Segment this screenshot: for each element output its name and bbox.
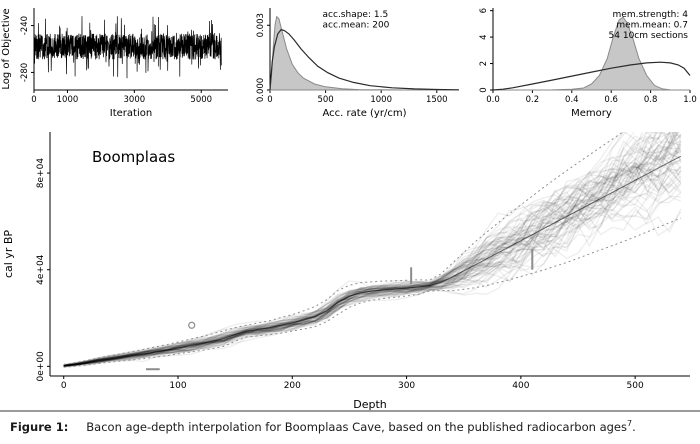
svg-text:6: 6: [479, 8, 489, 13]
svg-text:mem.mean: 0.7: mem.mean: 0.7: [616, 21, 688, 31]
svg-text:mem.strength: 4: mem.strength: 4: [613, 10, 689, 20]
svg-text:acc.mean: 200: acc.mean: 200: [323, 21, 390, 31]
svg-text:0.000: 0.000: [256, 78, 266, 102]
svg-text:100: 100: [169, 381, 186, 391]
diagnostic-panels: 0 1000 3000 5000 Iteration -280 -240 Log of Obj…: [0, 0, 700, 118]
svg-text:200: 200: [284, 381, 301, 391]
svg-text:500: 500: [317, 95, 333, 105]
svg-text:0.4: 0.4: [565, 95, 579, 105]
svg-text:0.003: 0.003: [256, 13, 266, 37]
figure-label: Figure 1:: [10, 419, 69, 434]
svg-text:0.2: 0.2: [526, 95, 540, 105]
svg-text:500: 500: [627, 381, 644, 391]
svg-text:Iteration: Iteration: [110, 108, 152, 118]
svg-text:Memory: Memory: [571, 108, 612, 118]
svg-text:0.6: 0.6: [604, 95, 618, 105]
svg-text:cal yr BP: cal yr BP: [2, 230, 15, 278]
svg-text:Acc. rate (yr/cm): Acc. rate (yr/cm): [323, 108, 407, 118]
svg-text:0: 0: [61, 381, 67, 391]
svg-text:1000: 1000: [57, 95, 79, 105]
svg-text:0.8: 0.8: [644, 95, 658, 105]
svg-text:0e+00: 0e+00: [36, 351, 46, 382]
svg-text:4: 4: [479, 34, 489, 39]
svg-text:8e+04: 8e+04: [36, 158, 46, 189]
svg-text:0: 0: [267, 95, 272, 105]
outlier-date-marker: [188, 321, 196, 329]
svg-text:Log of Objective: Log of Objective: [1, 8, 12, 89]
svg-text:54 10cm sections: 54 10cm sections: [609, 31, 689, 41]
svg-text:0: 0: [479, 87, 489, 92]
caption-text: Bacon age-depth interpolation for Boompl…: [86, 419, 636, 434]
svg-text:1.0: 1.0: [683, 95, 697, 105]
svg-text:acc.shape: 1.5: acc.shape: 1.5: [323, 10, 389, 20]
svg-text:400: 400: [512, 381, 529, 391]
svg-text:4e+04: 4e+04: [36, 254, 46, 285]
svg-text:1000: 1000: [370, 95, 392, 105]
caption-superscript: 7: [627, 419, 633, 428]
svg-text:0: 0: [31, 95, 36, 105]
figure-caption: Figure 1: Bacon age-depth interpolation f…: [0, 410, 700, 434]
age-depth-plot: 0 100 200 300 400 500 Depth 0e+00 4e+04 8e+04 cal …: [2, 132, 690, 410]
accumulation-rate-plot: 0 500 1000 1500 Acc. rate (yr/cm) 0.000 0.003 a…: [256, 8, 460, 118]
svg-text:-240: -240: [20, 16, 30, 35]
caption-period: .: [632, 419, 636, 434]
svg-text:5000: 5000: [190, 95, 212, 105]
age-depth-cloud: [63, 132, 682, 371]
memory-plot: 0.0 0.2 0.4 0.6 0.8 1.0 Memory 0 2 4 6 mem.strength…: [479, 8, 697, 118]
svg-text:Depth: Depth: [353, 398, 387, 410]
svg-text:2: 2: [479, 61, 489, 66]
svg-text:300: 300: [398, 381, 415, 391]
svg-text:0.0: 0.0: [486, 95, 500, 105]
svg-text:1500: 1500: [426, 95, 448, 105]
caption-body: Bacon age-depth interpolation for Boompl…: [86, 419, 627, 434]
svg-text:3000: 3000: [124, 95, 146, 105]
site-title: Boomplaas: [92, 148, 175, 166]
svg-text:-280: -280: [20, 63, 30, 82]
mcmc-trace-plot: 0 1000 3000 5000 Iteration -280 -240 Log of Obj…: [1, 8, 228, 118]
